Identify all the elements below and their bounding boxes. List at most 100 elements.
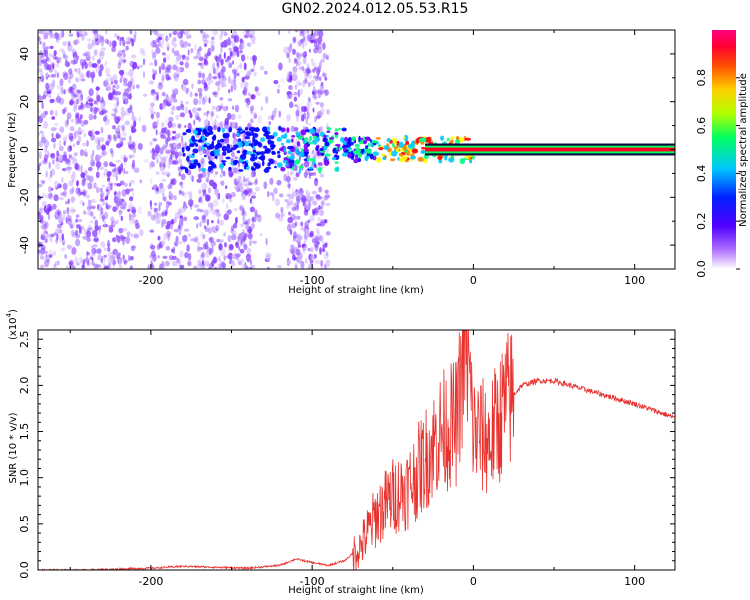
spectrogram-band-cell [302,148,309,152]
spectrogram-speckle [55,237,58,244]
spectrogram-speckle [155,44,159,49]
spectrogram-speckle [201,96,206,105]
spectrogram-speckle [278,110,281,118]
spectrogram-speckle [230,84,234,93]
spectrogram-speckle [48,83,54,91]
spectrogram-speckle [43,30,48,33]
spectrogram-band-cell [206,145,213,150]
spectrogram-speckle [227,37,231,45]
spectrogram-speckle [159,186,166,195]
spectrogram-speckle [249,197,252,204]
spectrogram-speckle [236,72,240,77]
spectrogram-speckle [125,41,131,45]
spectrogram-speckle [312,107,315,113]
spectrogram-speckle [239,248,245,254]
spectrogram-speckle [160,134,166,139]
spectrogram-speckle [193,216,199,221]
spectrogram-speckle [297,89,301,98]
spectrogram-speckle [286,52,290,59]
spectrogram-speckle [112,125,116,130]
spectrogram-speckle [317,162,323,166]
spectrogram-speckle [303,227,307,233]
spectrogram-speckle [304,257,308,264]
spectrogram-speckle [168,201,172,206]
spectrogram-band-cell [201,145,205,151]
spectrogram-speckle [100,103,103,110]
spectrogram-speckle [250,260,253,266]
spectrogram-speckle [58,155,63,162]
spectrogram-speckle [89,106,94,113]
spectrogram-band-cell [365,137,372,141]
spectrogram-speckle [49,45,54,50]
spectrogram-speckle [45,76,49,80]
spectrogram-speckle [293,69,297,77]
spectrogram-speckle [208,227,212,235]
spectrogram-speckle [71,49,75,54]
spectrogram-speckle [72,59,76,65]
spectrogram-speckle [286,114,291,122]
spectrogram-speckle [63,72,69,80]
spectrogram-speckle [52,265,57,269]
spectrogram-speckle [223,232,227,237]
spectrogram-speckle [182,44,188,49]
spectrogram-speckle [235,241,240,249]
spectrogram-speckle [178,142,181,146]
spectrogram-speckle [196,107,202,112]
spectrogram-speckle [231,225,234,232]
spectrogram-band-cell [322,137,328,143]
spectrogram-speckle [134,233,138,238]
spectrogram-speckle [77,89,82,95]
spectrogram-speckle [159,182,164,190]
spectrogram-speckle [238,260,242,265]
spectrogram-speckle [130,246,135,252]
spectrogram-speckle [56,62,60,68]
spectrogram-speckle [307,34,311,42]
spectrogram-speckle [239,259,245,263]
spectrogram-speckle [193,56,196,60]
spectrogram-speckle [197,135,201,140]
spectrogram-speckle [53,50,57,56]
spectrogram-speckle [137,143,143,150]
spectrogram-speckle [301,106,307,112]
spectrogram-speckle [179,250,184,258]
spectrogram-speckle [247,218,251,224]
spectrogram-speckle [272,193,275,202]
spectrogram-speckle [230,192,236,198]
spectrogram-speckle [38,151,42,160]
spectrogram-speckle [233,71,237,79]
spectrogram-speckle [230,151,235,157]
spectrogram-speckle [103,247,107,251]
spectrogram-speckle [91,245,94,249]
spectrogram-band-cell [251,143,254,148]
spectrogram-speckle [260,106,263,111]
spectrogram-speckle [299,53,304,57]
spectrogram-speckle [55,110,58,117]
spectrogram-speckle [309,230,314,238]
spectrogram-speckle [139,47,145,54]
spectrogram-speckle [287,30,291,35]
spectrogram-band-cell [268,135,275,140]
spectrogram-speckle [312,94,317,98]
spectrogram-speckle [82,142,88,147]
colorbar-tick-label: 0.2 [695,212,708,230]
spectrogram-speckle [177,151,182,157]
spectrogram-speckle [234,104,240,113]
spectrogram-speckle [70,87,75,91]
spectrogram-speckle [113,137,118,142]
spectrogram-speckle [45,194,50,199]
spectrogram-speckle [226,112,232,120]
spectrogram-speckle [100,258,103,264]
spectrogram-speckle [124,260,127,266]
spectrogram-band-cell [386,137,391,143]
spectrogram-speckle [105,140,110,146]
spectrogram-speckle [300,260,305,269]
spectrogram-speckle [198,197,203,203]
spectrogram-ytick-label: 40 [18,47,31,61]
spectrogram-speckle [201,215,206,220]
spectrogram-band-cell [210,164,214,171]
spectrogram-speckle [326,122,329,129]
spectrogram-speckle [305,189,309,196]
spectrogram-speckle [182,78,189,86]
spectrogram-band-cell [238,169,244,172]
spectrogram-speckle [199,209,204,213]
